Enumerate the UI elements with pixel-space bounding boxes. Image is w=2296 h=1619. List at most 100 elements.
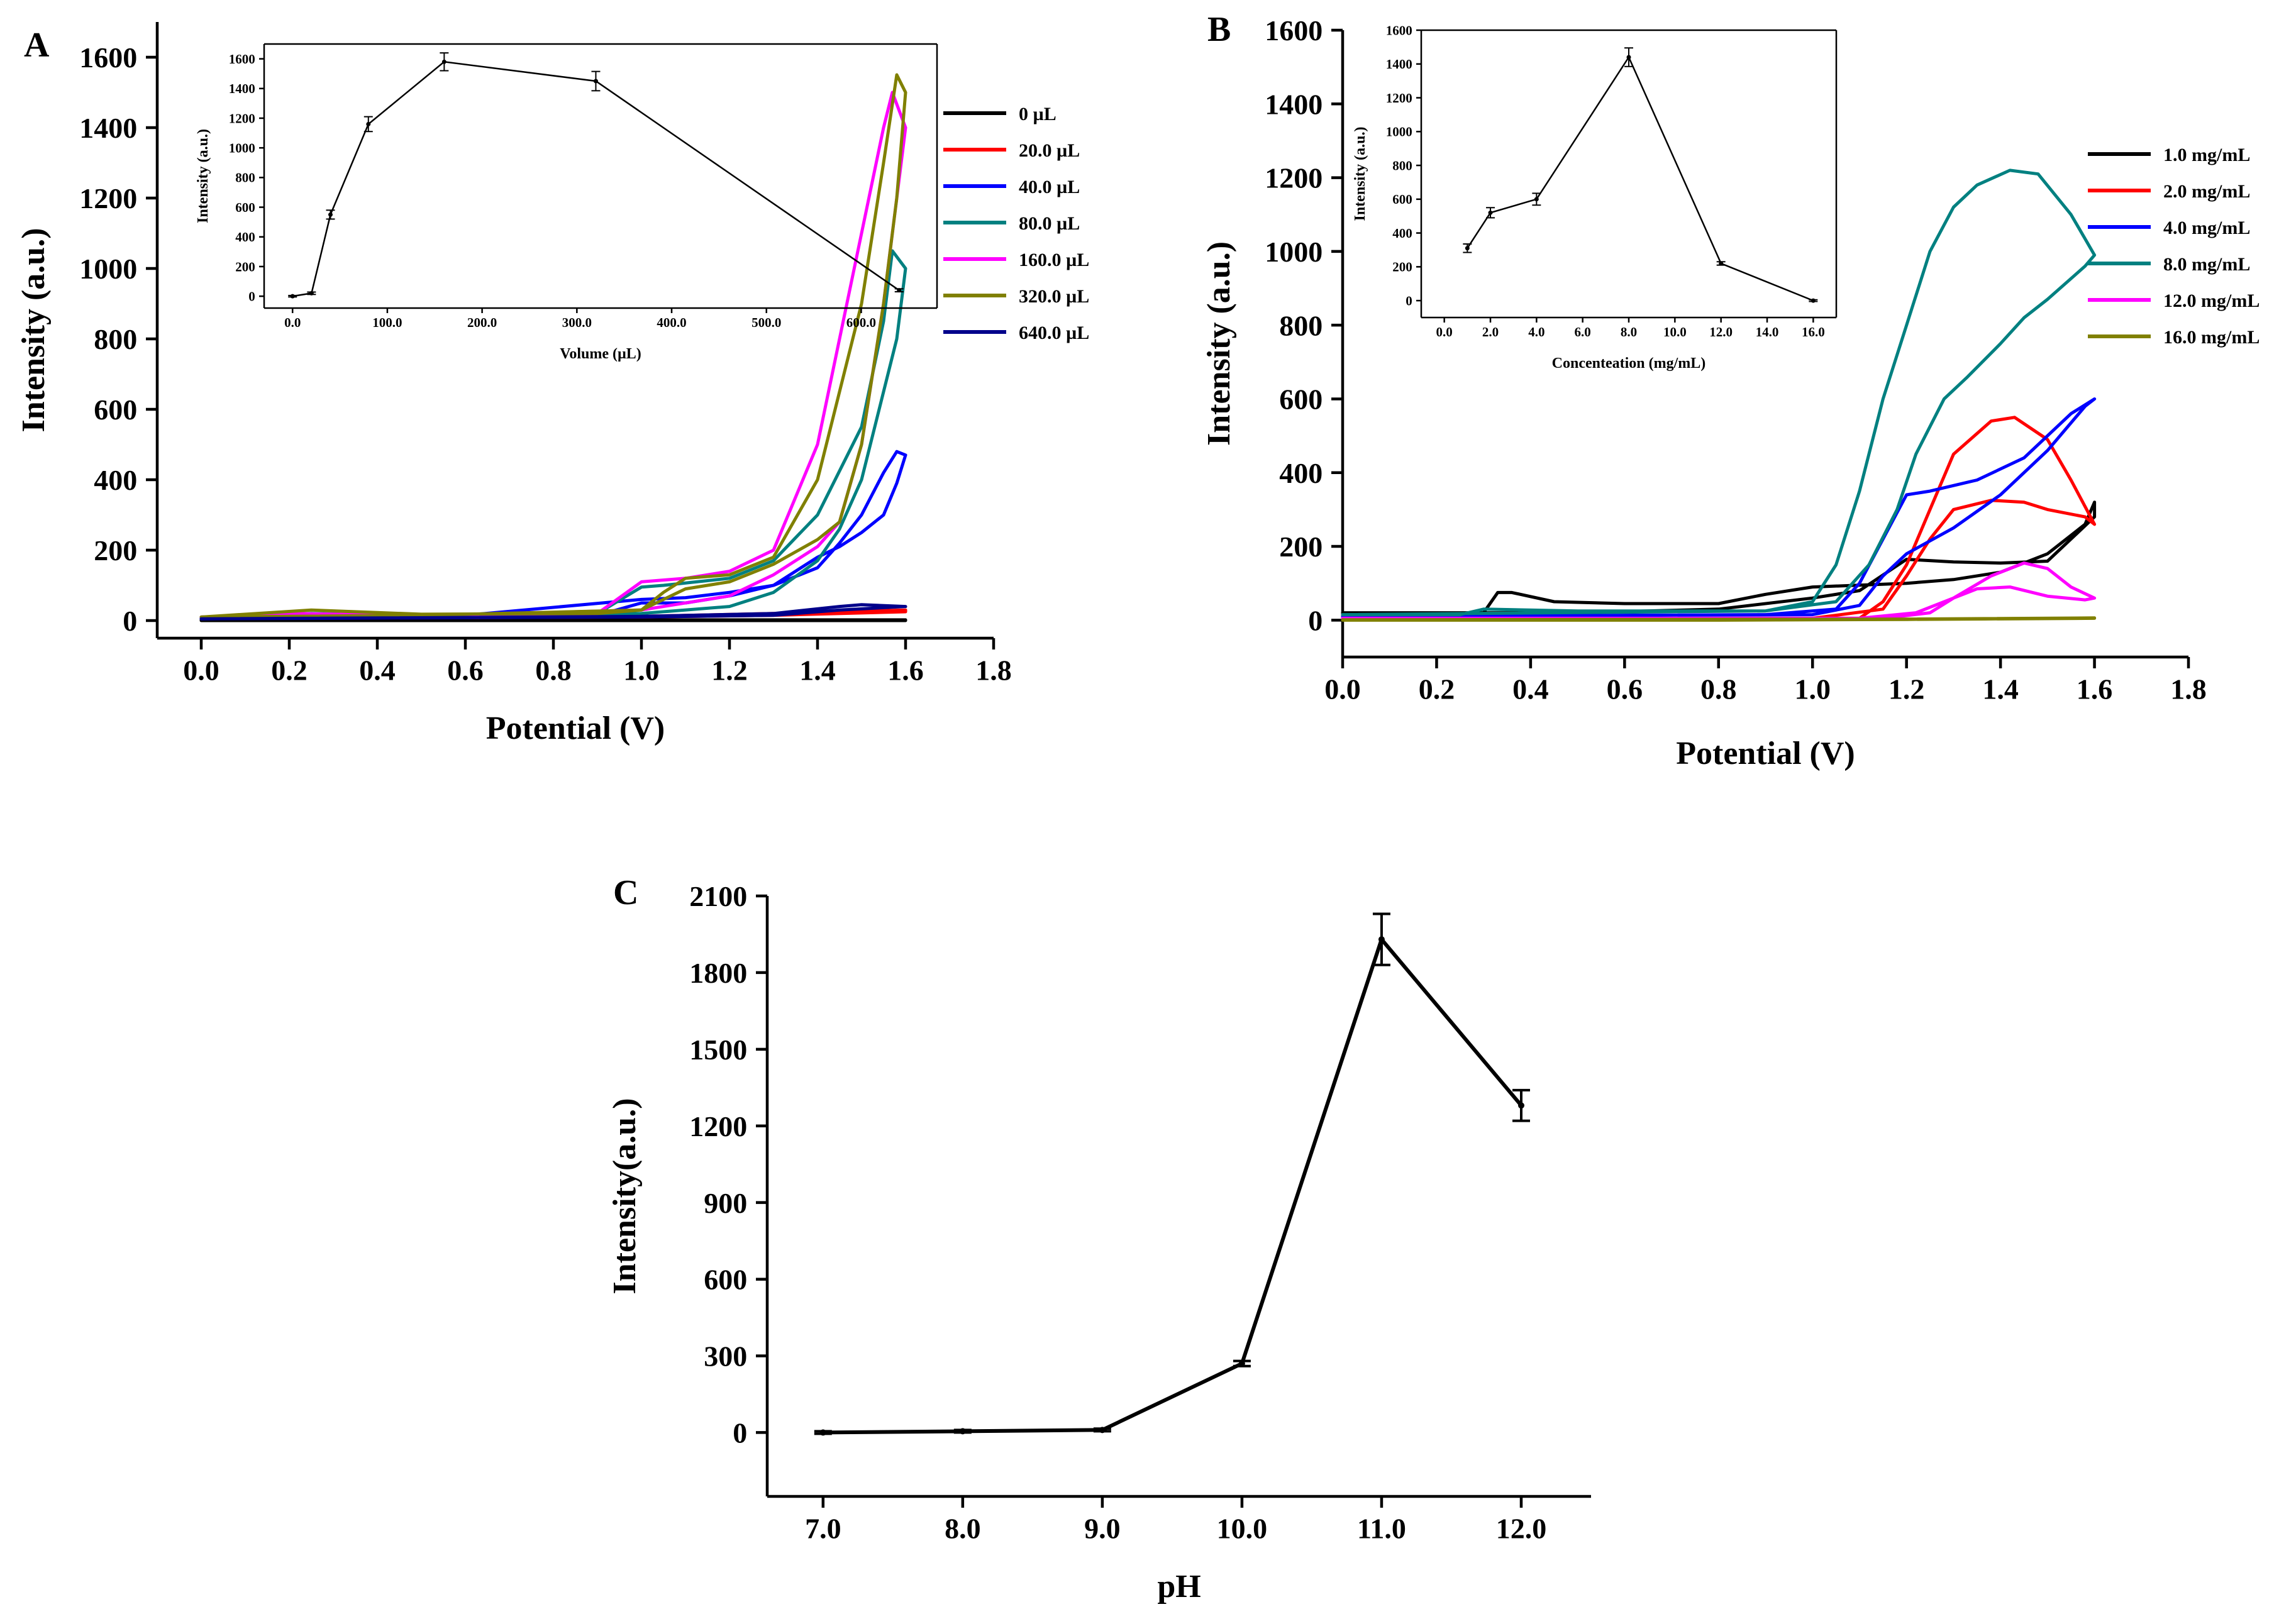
inset-data-point <box>1465 246 1470 251</box>
x-tick-label: 1.0 <box>623 654 660 686</box>
y-tick-label: 1600 <box>79 41 137 74</box>
series-line <box>1341 416 2097 620</box>
inset-data-point <box>1811 298 1816 303</box>
y-axis-title: Intensity (a.u.) <box>16 228 52 432</box>
x-tick-label: 0.2 <box>1419 673 1455 705</box>
y-axis-title: Intensity (a.u.) <box>1201 241 1237 446</box>
x-tick-label: 0.2 <box>271 654 308 686</box>
y-tick-label: 600 <box>1279 384 1323 416</box>
y-tick-label: 200 <box>94 534 137 566</box>
y-tick-label: 400 <box>1279 457 1323 489</box>
series-line <box>199 249 907 619</box>
y-tick-label: 1600 <box>1265 14 1323 47</box>
inset-x-axis-title: Volume (µL) <box>560 346 641 362</box>
y-tick-label: 200 <box>235 259 255 274</box>
legend-entry: 0 µL <box>1019 104 1056 124</box>
series-line <box>1341 616 2097 622</box>
series-line <box>199 603 907 621</box>
data-point <box>1099 1427 1106 1434</box>
y-tick-label: 800 <box>94 323 137 355</box>
y-tick-label: 600 <box>1392 192 1412 207</box>
y-tick-label: 0 <box>1406 293 1412 308</box>
series-line <box>1341 397 2097 618</box>
legend-entry: 640.0 µL <box>1019 323 1089 343</box>
x-tick-label: 600.0 <box>846 315 876 330</box>
series-line <box>1341 561 2097 620</box>
series-line <box>823 937 1523 1435</box>
inset-data-point <box>328 212 333 217</box>
legend-entry: 320.0 µL <box>1019 286 1089 307</box>
x-tick-label: 9.0 <box>1084 1512 1121 1544</box>
y-tick-label: 600 <box>235 200 255 215</box>
y-tick-label: 0 <box>123 605 137 637</box>
inset-data-point <box>366 121 371 126</box>
x-tick-label: 12.0 <box>1709 324 1733 340</box>
inset-data-point <box>593 79 598 84</box>
y-tick-label: 300 <box>704 1340 747 1373</box>
x-tick-label: 0.0 <box>284 315 301 330</box>
x-tick-label: 1.4 <box>1982 673 2019 705</box>
legend-entry: 12.0 mg/mL <box>2163 290 2260 311</box>
x-tick-label: 8.0 <box>1621 324 1637 340</box>
x-tick-label: 6.0 <box>1575 324 1591 340</box>
x-tick-label: 11.0 <box>1357 1512 1406 1544</box>
x-tick-label: 10.0 <box>1663 324 1687 340</box>
y-tick-label: 1200 <box>1265 162 1323 194</box>
x-tick-label: 7.0 <box>805 1512 841 1544</box>
inset-data-point <box>1626 55 1631 60</box>
y-tick-label: 1200 <box>79 182 137 214</box>
y-tick-label: 1000 <box>1265 236 1323 268</box>
y-tick-label: 1400 <box>1386 57 1412 72</box>
panel-label: A <box>24 26 50 65</box>
y-tick-label: 1000 <box>79 253 137 285</box>
data-point <box>1517 1102 1524 1109</box>
y-tick-label: 600 <box>94 394 137 426</box>
legend-entry: 160.0 µL <box>1019 250 1089 270</box>
x-tick-label: 1.6 <box>887 654 924 686</box>
inset-data-point <box>1719 261 1724 266</box>
series-line <box>1341 500 2097 615</box>
x-tick-label: 1.2 <box>1888 673 1925 705</box>
x-tick-label: 2.0 <box>1482 324 1499 340</box>
y-tick-label: 400 <box>94 464 137 496</box>
data-point <box>1378 936 1385 943</box>
y-tick-label: 1200 <box>1386 91 1412 106</box>
y-tick-label: 800 <box>235 170 255 185</box>
x-tick-label: 16.0 <box>1802 324 1825 340</box>
y-tick-label: 1500 <box>689 1034 747 1066</box>
x-tick-label: 200.0 <box>467 315 497 330</box>
data-point <box>819 1429 826 1436</box>
x-tick-label: 0.0 <box>183 654 219 686</box>
x-tick-label: 1.4 <box>799 654 836 686</box>
x-axis-title: Potential (V) <box>486 710 665 746</box>
legend-entry: 8.0 mg/mL <box>2163 254 2250 275</box>
y-tick-label: 1200 <box>689 1110 747 1142</box>
y-tick-label: 1400 <box>1265 88 1323 120</box>
y-tick-label: 800 <box>1279 309 1323 341</box>
y-tick-label: 0 <box>248 289 255 304</box>
x-tick-label: 500.0 <box>751 315 781 330</box>
x-tick-label: 1.6 <box>2077 673 2113 705</box>
series-line <box>199 73 907 619</box>
inset-x-axis-title: Concenteation (mg/mL) <box>1552 355 1706 372</box>
inset-series-line <box>1467 55 1814 302</box>
inset-data-point <box>290 294 295 299</box>
inset-data-point <box>1488 210 1493 215</box>
panel-b: 0.0 0.2 0.4 0.6 0.8 1.0 1.2 1.4 1.6 1.8 0 200 400 600… <box>1201 10 2260 771</box>
x-tick-label: 12.0 <box>1496 1512 1547 1544</box>
y-tick-label: 1000 <box>229 141 255 156</box>
x-tick-label: 1.8 <box>975 654 1012 686</box>
legend-entry: 16.0 mg/mL <box>2163 327 2260 348</box>
inset-data-point <box>441 59 446 64</box>
y-tick-label: 1000 <box>1386 124 1412 140</box>
x-tick-label: 0.6 <box>1607 673 1643 705</box>
panel-label: B <box>1207 10 1231 49</box>
series-line <box>199 91 907 619</box>
y-tick-label: 200 <box>1279 531 1323 563</box>
x-tick-label: 400.0 <box>657 315 686 330</box>
inset-series-line <box>292 60 900 297</box>
legend-entry: 2.0 mg/mL <box>2163 181 2250 202</box>
x-tick-label: 1.0 <box>1794 673 1831 705</box>
x-tick-label: 0.8 <box>1700 673 1737 705</box>
